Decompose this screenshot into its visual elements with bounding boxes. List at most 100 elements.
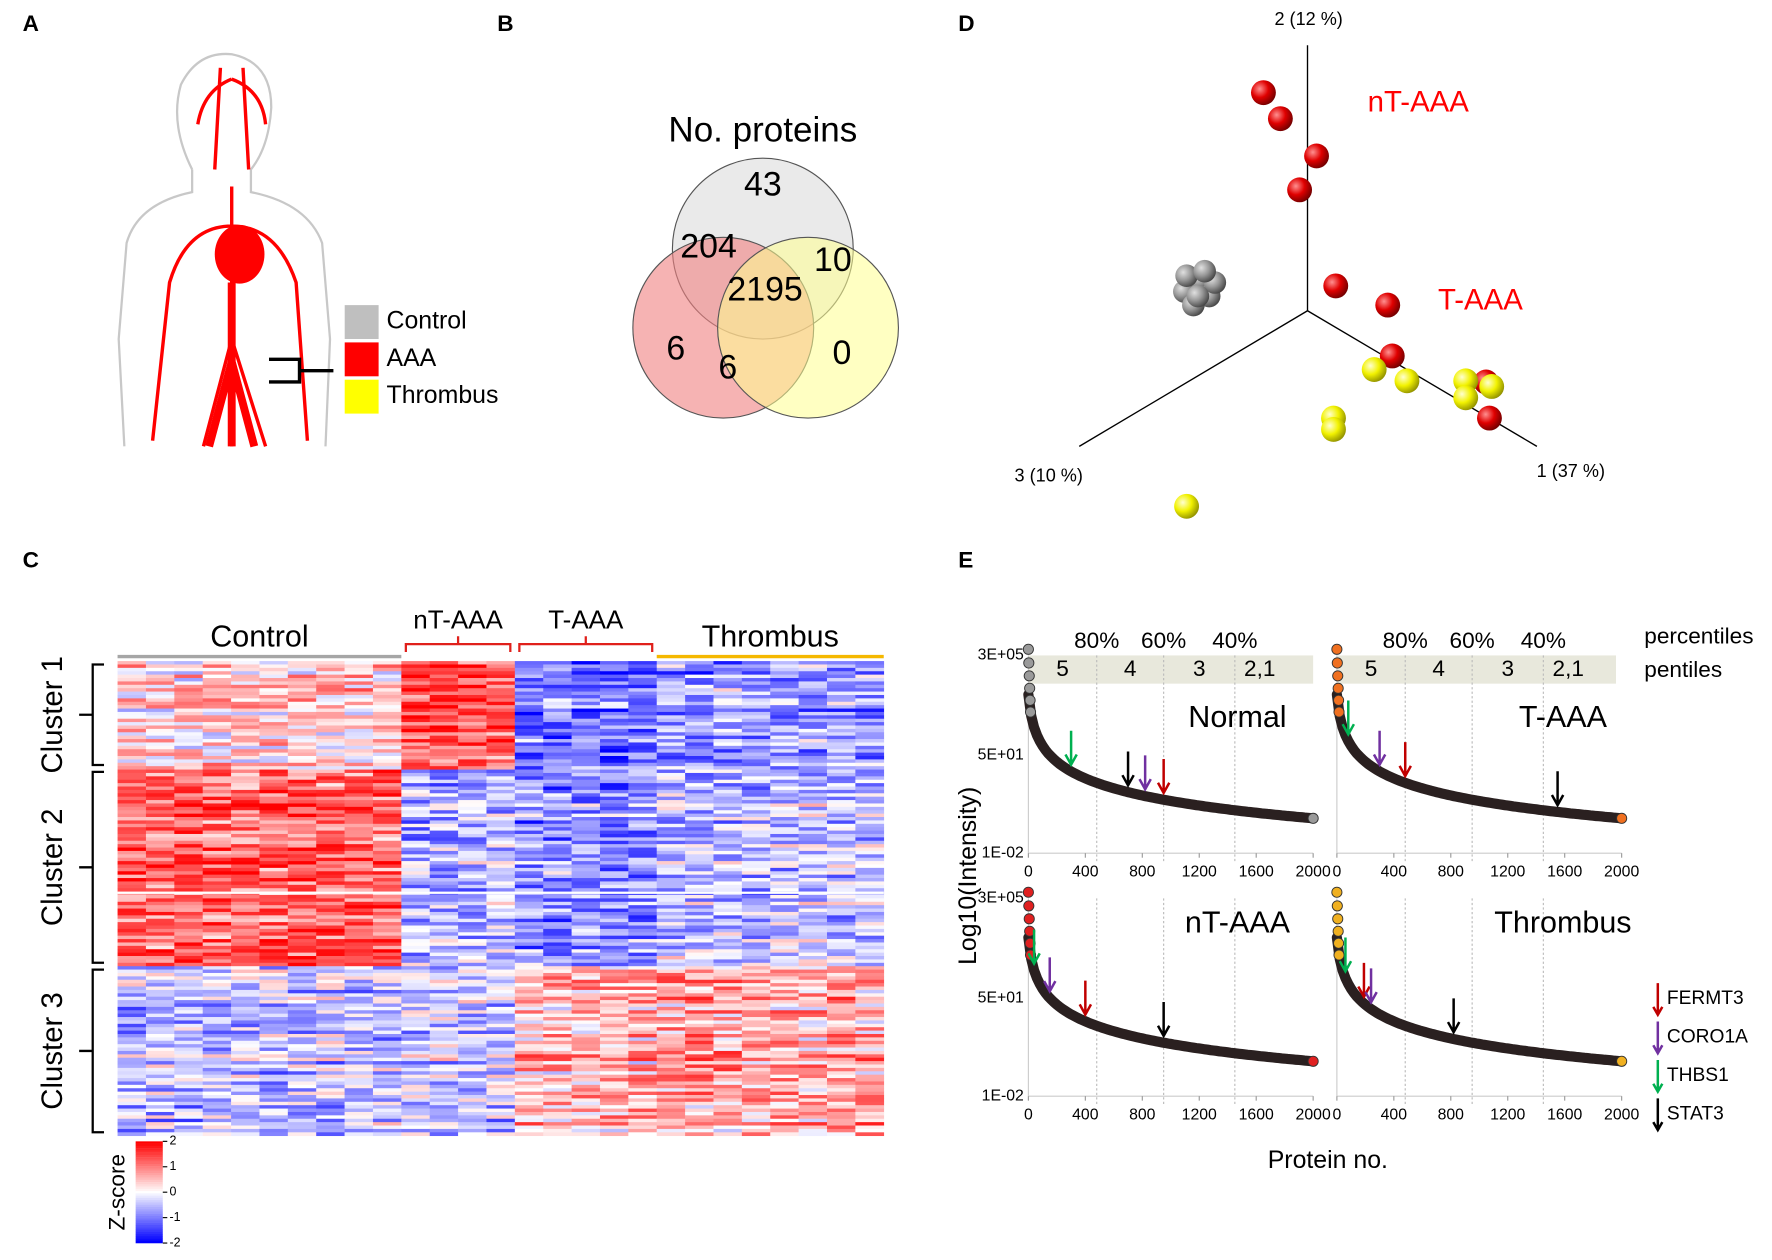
heatmap-cell [429, 969, 459, 974]
heatmap-cell [174, 1050, 204, 1055]
heatmap-cell [259, 884, 289, 889]
heatmap-cell [372, 661, 402, 665]
heatmap-cell [628, 759, 658, 764]
heatmap-cell [202, 779, 232, 784]
heatmap-cell [798, 772, 828, 777]
heatmap-cell [231, 1108, 260, 1113]
heatmap-cell [202, 844, 232, 848]
heatmap-cell [628, 935, 658, 940]
heatmap-cell [855, 1122, 885, 1126]
heatmap-cell [543, 667, 572, 672]
heatmap-cell [628, 1128, 658, 1133]
heatmap-cell [174, 1078, 204, 1082]
heatmap-cell [145, 1010, 175, 1014]
heatmap-cell [174, 827, 204, 831]
heatmap-cell [741, 911, 771, 916]
heatmap-cell [798, 745, 828, 750]
heatmap-cell [685, 756, 714, 760]
heatmap-cell [429, 1105, 459, 1109]
heatmap-cell [713, 844, 743, 848]
heatmap-cell [259, 776, 289, 781]
heatmap-cell [656, 1132, 686, 1137]
colorbar-cell [135, 1193, 163, 1196]
heatmap-cell [599, 705, 629, 709]
heatmap-cell [514, 939, 544, 943]
heatmap-cell [344, 728, 374, 733]
heatmap-cell [117, 1040, 147, 1045]
heatmap-cell [628, 996, 658, 1001]
heatmap-cell [628, 874, 658, 879]
heatmap-cell [770, 722, 799, 726]
heatmap-cell [372, 983, 402, 987]
heatmap-cell [117, 823, 147, 828]
heatmap-cell [713, 1047, 743, 1052]
heatmap-cell [685, 759, 714, 764]
heatmap-cell [628, 688, 658, 692]
heatmap-cell [344, 1071, 374, 1076]
pca-point [1267, 106, 1293, 132]
heatmap-cell [514, 1095, 544, 1099]
heatmap-cell [344, 1017, 374, 1021]
heatmap-cell [571, 1132, 601, 1137]
heatmap-cell [514, 986, 544, 991]
heatmap-cell [401, 742, 431, 747]
x-tick-label: 800 [1438, 864, 1465, 881]
heatmap-cell [202, 949, 232, 953]
heatmap-cell [429, 830, 459, 835]
heatmap-cell [741, 996, 771, 1001]
heatmap-cell [145, 1101, 175, 1106]
heatmap-cell [174, 966, 204, 970]
heatmap-cell [231, 786, 260, 791]
pentile-label: 3 [1501, 656, 1514, 681]
heatmap-cell [514, 800, 544, 804]
heatmap-cell [514, 983, 544, 987]
heatmap-cell [713, 1033, 743, 1038]
heatmap-cell [798, 1111, 828, 1116]
heatmap-cell [174, 915, 204, 920]
heatmap-cell [798, 894, 828, 899]
heatmap-cell [826, 962, 856, 967]
heatmap-cell [117, 956, 147, 960]
heatmap-cell [231, 1081, 260, 1086]
heatmap-cell [316, 1047, 345, 1052]
pentile-label: 4 [1124, 656, 1137, 681]
heatmap-cell [231, 691, 260, 696]
heatmap-cell [855, 1118, 885, 1123]
colorbar-cell [135, 1218, 163, 1221]
heatmap-cell [231, 1047, 260, 1052]
heatmap-cell [571, 1054, 601, 1059]
heatmap-cell [145, 1098, 175, 1103]
heatmap-cell [429, 1084, 459, 1089]
heatmap-cell [599, 735, 629, 740]
heatmap-cell [174, 922, 204, 926]
heatmap-cell [174, 1098, 204, 1103]
cluster-bracket [79, 968, 105, 1134]
heatmap-cell [344, 972, 374, 977]
heatmap-cell [770, 810, 799, 814]
heatmap-cell [599, 969, 629, 974]
heatmap-cell [798, 928, 828, 933]
heatmap-cell [514, 1023, 544, 1028]
pca-point [1479, 374, 1505, 399]
heatmap-cell [514, 786, 544, 791]
heatmap-cell [145, 874, 175, 879]
heatmap-cell [571, 1050, 601, 1055]
heatmap-cell [259, 1078, 289, 1082]
heatmap-cell [855, 779, 885, 784]
heatmap-cell [287, 1078, 317, 1082]
heatmap-cell [117, 1081, 147, 1086]
heatmap-cell [486, 759, 516, 764]
heatmap-cell [429, 1067, 459, 1072]
heatmap-cell [855, 742, 885, 747]
heatmap-cell [685, 874, 714, 879]
heatmap-cell [571, 796, 601, 801]
heatmap-cell [685, 942, 714, 947]
heatmap-cell [259, 1098, 289, 1103]
heatmap-cell [231, 817, 260, 821]
heatmap-cell [514, 732, 544, 736]
heatmap-cell [798, 952, 828, 957]
heatmap-cell [259, 1044, 289, 1048]
heatmap-cell [316, 993, 345, 998]
heatmap-cell [599, 1061, 629, 1065]
heatmap-cell [401, 850, 431, 855]
